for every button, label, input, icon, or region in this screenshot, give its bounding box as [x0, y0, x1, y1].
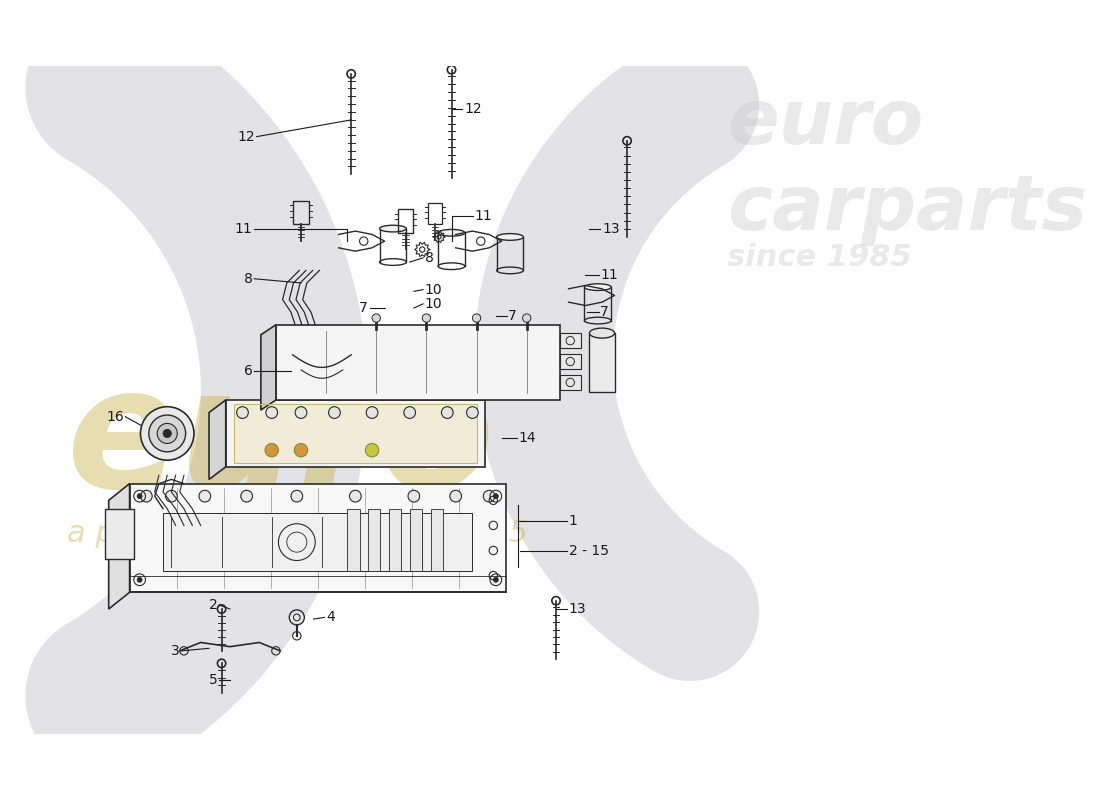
Text: euro
carparts: euro carparts [727, 86, 1088, 246]
Circle shape [466, 406, 478, 418]
Bar [346, 509, 360, 571]
Ellipse shape [584, 284, 612, 290]
Bar [294, 201, 308, 225]
Text: 12: 12 [238, 130, 255, 144]
Text: 7: 7 [601, 306, 609, 319]
Text: 10: 10 [425, 282, 442, 297]
Text: 11: 11 [234, 222, 253, 237]
Bar [226, 400, 485, 467]
Polygon shape [109, 484, 130, 609]
Text: a passion for parts since 1985: a passion for parts since 1985 [67, 519, 528, 548]
Bar [163, 513, 472, 571]
Text: 4: 4 [326, 610, 334, 624]
Text: 2 - 15: 2 - 15 [569, 543, 608, 558]
Circle shape [289, 610, 305, 625]
Bar [130, 484, 506, 592]
Circle shape [292, 490, 302, 502]
Text: 3: 3 [170, 644, 179, 658]
Bar [430, 509, 443, 571]
Bar [367, 509, 381, 571]
Circle shape [163, 430, 172, 438]
Text: since 1985: since 1985 [727, 243, 912, 272]
Text: 7: 7 [359, 301, 367, 315]
Circle shape [166, 490, 177, 502]
Text: 16: 16 [106, 410, 123, 424]
Circle shape [295, 406, 307, 418]
Circle shape [148, 415, 186, 452]
Bar [234, 404, 476, 462]
Circle shape [493, 494, 498, 498]
Text: 11: 11 [601, 267, 618, 282]
Circle shape [329, 406, 340, 418]
Bar [590, 333, 615, 392]
Bar [560, 375, 581, 390]
Ellipse shape [379, 226, 406, 232]
Circle shape [422, 314, 430, 322]
Circle shape [472, 314, 481, 322]
Bar [560, 333, 581, 348]
Text: 1: 1 [569, 514, 578, 528]
Text: 14: 14 [518, 430, 536, 445]
Bar [388, 509, 401, 571]
Text: 8: 8 [243, 272, 253, 286]
Text: 12: 12 [464, 102, 482, 116]
Circle shape [493, 578, 498, 582]
Circle shape [365, 443, 378, 457]
Circle shape [408, 490, 420, 502]
Circle shape [266, 406, 277, 418]
Circle shape [241, 490, 253, 502]
Circle shape [350, 490, 361, 502]
Ellipse shape [590, 328, 615, 338]
Circle shape [404, 406, 416, 418]
Text: euro: euro [67, 360, 495, 523]
Bar [409, 509, 422, 571]
Text: 5: 5 [209, 673, 218, 687]
Text: 11: 11 [475, 209, 493, 223]
Circle shape [483, 490, 495, 502]
Text: 13: 13 [569, 602, 586, 616]
Ellipse shape [438, 230, 465, 236]
Text: 8: 8 [425, 251, 433, 265]
Text: 2: 2 [209, 598, 218, 612]
Bar [560, 354, 581, 369]
Polygon shape [261, 325, 276, 410]
Bar [276, 325, 560, 400]
Bar [104, 509, 134, 559]
Text: 13: 13 [602, 222, 619, 235]
Circle shape [366, 406, 378, 418]
Polygon shape [209, 400, 226, 479]
Text: 10: 10 [425, 297, 442, 311]
Circle shape [236, 406, 249, 418]
Bar [428, 203, 441, 225]
Text: 7: 7 [508, 310, 517, 323]
Circle shape [138, 578, 142, 582]
Text: 6: 6 [243, 364, 253, 378]
Circle shape [138, 494, 142, 498]
Ellipse shape [497, 234, 524, 240]
Bar [398, 210, 412, 233]
Circle shape [141, 406, 194, 460]
Circle shape [372, 314, 381, 322]
Circle shape [265, 443, 278, 457]
Circle shape [450, 490, 462, 502]
Bar [234, 404, 476, 462]
Circle shape [141, 490, 152, 502]
Circle shape [199, 490, 211, 502]
Circle shape [441, 406, 453, 418]
Circle shape [295, 443, 308, 457]
Circle shape [522, 314, 531, 322]
Circle shape [157, 423, 177, 443]
